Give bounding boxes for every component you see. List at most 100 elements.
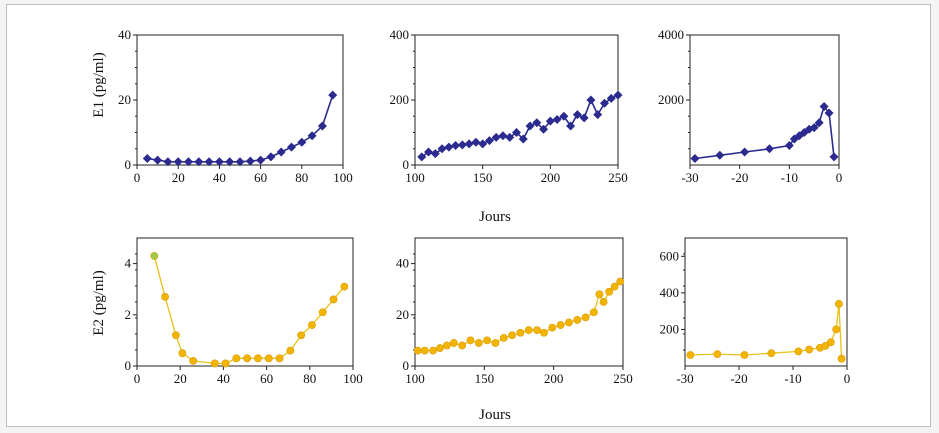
x-tick-label: 0 (134, 371, 141, 386)
data-point (245, 156, 255, 166)
data-point (184, 157, 193, 167)
data-point (805, 345, 814, 354)
data-point (171, 331, 180, 340)
data-point (540, 328, 548, 337)
x-tick-label: 0 (836, 170, 843, 185)
x-tick-label: 0 (844, 371, 851, 386)
data-point (518, 134, 528, 144)
data-point (593, 110, 603, 120)
data-point (189, 356, 198, 365)
panel-E1-mid: 100 150 200 250 0 200 400 (390, 27, 628, 185)
data-point (809, 123, 819, 133)
data-point (442, 341, 451, 350)
data-point (276, 147, 286, 157)
data-point (214, 157, 224, 167)
y-tick-label: 0 (125, 157, 132, 172)
y-tick-label: 400 (660, 285, 680, 300)
data-point (153, 155, 163, 165)
data-point (512, 128, 521, 137)
data-point (821, 341, 830, 350)
y-tick-label: 0 (403, 157, 410, 172)
data-point (286, 346, 295, 355)
data-point (210, 359, 219, 368)
x-tick-label: 150 (475, 371, 495, 386)
data-point (740, 351, 749, 359)
x-tick-label: 60 (254, 170, 267, 185)
data-point (533, 326, 541, 335)
y-tick-label: 0 (125, 358, 132, 373)
plot-box (136, 237, 354, 367)
data-point (508, 331, 516, 340)
data-point (243, 354, 252, 363)
data-point (835, 299, 843, 308)
figure-frame: E1 (pg/ml) E2 (pg/ml) Jours Jours 0 20 40 6… (6, 4, 931, 427)
series-line (153, 255, 345, 365)
data-point (483, 336, 492, 345)
x-tick-label: 20 (172, 170, 185, 185)
data-point (430, 149, 440, 159)
data-point (581, 313, 590, 322)
data-point (566, 121, 576, 131)
data-point (715, 150, 725, 160)
data-point (466, 336, 475, 345)
data-point (599, 298, 608, 306)
data-point (814, 118, 824, 128)
data-point (686, 351, 695, 359)
data-point (605, 287, 614, 296)
data-point (713, 350, 722, 359)
x-tick-label: 250 (613, 371, 633, 386)
data-point (539, 124, 549, 134)
data-point (317, 121, 327, 131)
data-point (308, 321, 316, 329)
data-point (225, 157, 235, 167)
x-tick-label: 40 (217, 371, 230, 386)
x-tick-label: 100 (343, 371, 363, 386)
data-point (556, 321, 565, 329)
data-point (417, 152, 427, 162)
x-tick-label: 100 (333, 170, 353, 185)
data-point (784, 141, 794, 150)
data-point (275, 354, 284, 363)
data-point (499, 333, 508, 342)
data-point (436, 344, 444, 352)
data-point (221, 359, 230, 368)
xlabel-row2: Jours (479, 407, 511, 423)
data-point (264, 354, 273, 363)
data-point (498, 131, 508, 141)
data-point (163, 157, 173, 167)
data-point (297, 331, 306, 340)
x-tick-label: 40 (213, 170, 226, 185)
y-tick-label: 4 (125, 256, 132, 271)
data-point (559, 111, 569, 121)
data-point (606, 93, 616, 103)
data-point (832, 325, 841, 334)
data-point (150, 252, 159, 260)
data-point (194, 157, 204, 167)
data-point (235, 157, 245, 167)
panel-E1-late: -30 -20 -10 0 2000 4000 (658, 27, 842, 185)
data-point (595, 290, 604, 299)
panel-E2-early: 0 20 40 60 80 100 0 2 4 (125, 237, 363, 386)
figure-canvas: E1 (pg/ml) E2 (pg/ml) Jours Jours 0 20 40 6… (91, 27, 851, 423)
data-point (572, 110, 582, 120)
data-point (318, 308, 327, 317)
data-point (505, 132, 515, 142)
data-point (491, 132, 501, 142)
data-point (204, 157, 214, 167)
x-tick-label: 250 (608, 170, 628, 185)
x-tick-label: -20 (731, 170, 748, 185)
data-point (161, 292, 169, 301)
data-point (826, 338, 835, 347)
data-point (254, 354, 262, 363)
y-tick-label: 2 (125, 307, 132, 322)
series-line (690, 303, 843, 359)
panel-E2-late: -30 -20 -10 0 200 400 600 (660, 237, 851, 386)
x-tick-label: 80 (303, 371, 316, 386)
xlabel-row1: Jours (479, 209, 511, 225)
data-point (524, 326, 533, 335)
data-point (484, 136, 494, 146)
x-tick-label: 60 (260, 371, 273, 386)
y-tick-label: 2000 (658, 92, 684, 107)
data-point (420, 346, 429, 355)
data-point (552, 115, 562, 124)
